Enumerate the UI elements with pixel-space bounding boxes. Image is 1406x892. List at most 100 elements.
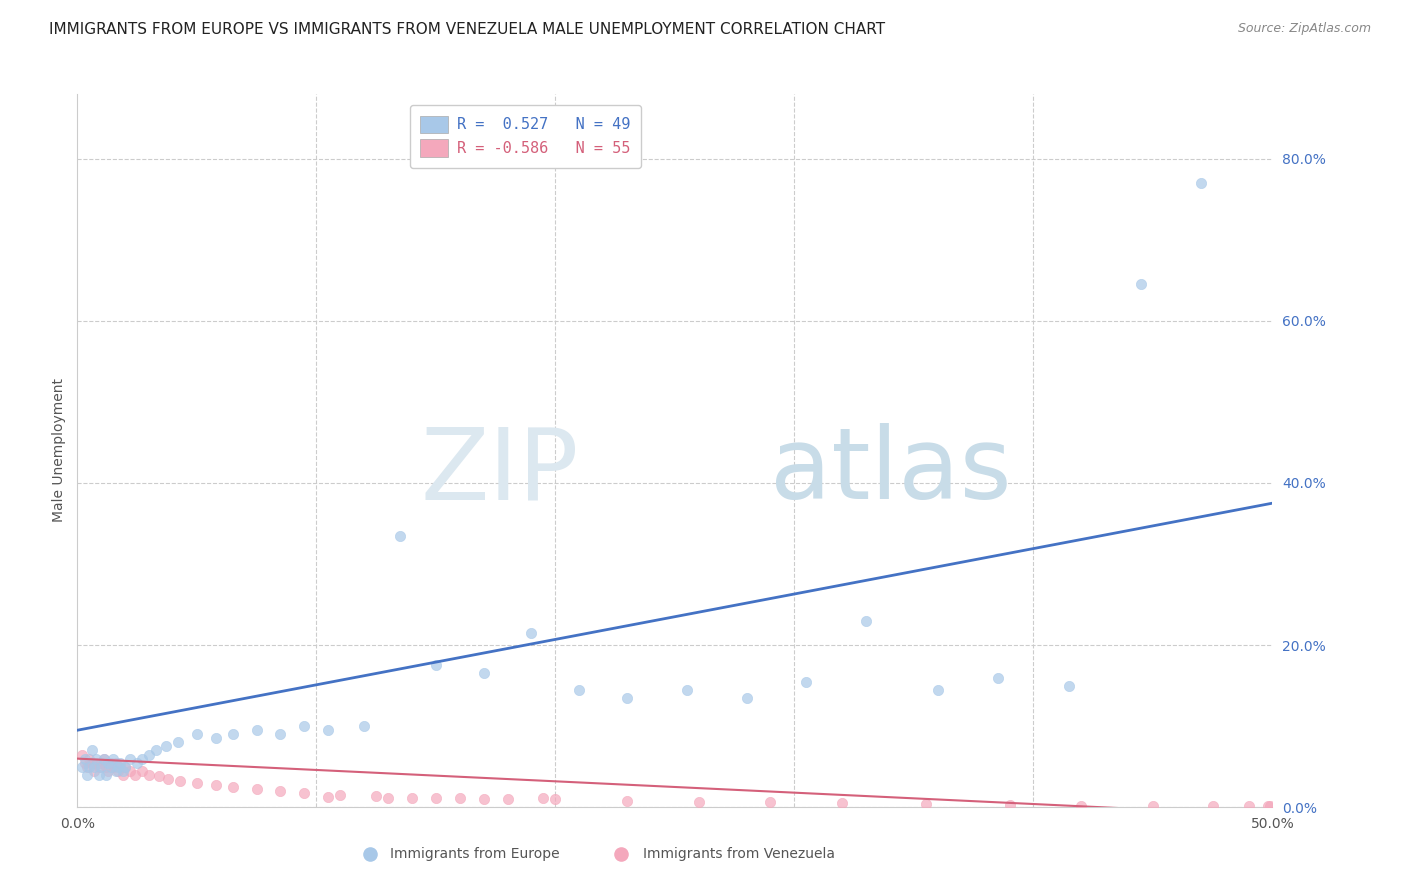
Text: ZIP: ZIP: [420, 424, 579, 520]
Point: [292, 719, 315, 733]
Point: [1257, 799, 1279, 814]
Point: [76, 768, 98, 782]
Text: Immigrants from Europe: Immigrants from Europe: [391, 847, 560, 861]
Point: [377, 790, 399, 805]
Point: [90, 756, 112, 770]
Point: [127, 756, 149, 770]
Point: [496, 792, 519, 806]
Point: [425, 658, 447, 673]
Point: [93, 751, 115, 765]
Point: [759, 796, 782, 810]
Point: [90, 760, 112, 774]
Point: [205, 778, 228, 792]
Text: IMMIGRANTS FROM EUROPE VS IMMIGRANTS FROM VENEZUELA MALE UNEMPLOYMENT CORRELATIO: IMMIGRANTS FROM EUROPE VS IMMIGRANTS FRO…: [49, 22, 886, 37]
Point: [1201, 799, 1223, 814]
Point: [70, 760, 93, 774]
Point: [652, 853, 675, 867]
Point: [118, 764, 141, 778]
Point: [366, 789, 388, 803]
Point: [186, 727, 208, 741]
Point: [103, 751, 124, 765]
Point: [83, 760, 105, 774]
Point: [87, 768, 110, 782]
Point: [111, 764, 134, 778]
Point: [796, 674, 818, 689]
Point: [93, 751, 115, 765]
Point: [246, 782, 269, 797]
Point: [568, 682, 591, 697]
Point: [998, 797, 1021, 812]
Point: [292, 786, 315, 800]
Point: [1237, 799, 1260, 814]
Point: [79, 751, 101, 765]
Point: [79, 760, 101, 774]
Point: [1130, 277, 1153, 292]
Point: [472, 792, 495, 806]
Point: [104, 756, 127, 770]
Point: [103, 760, 124, 774]
Point: [987, 671, 1010, 685]
Point: [73, 751, 96, 765]
Point: [270, 727, 292, 741]
Point: [148, 769, 170, 783]
Point: [616, 794, 638, 808]
Point: [118, 751, 141, 765]
Point: [86, 751, 108, 765]
Text: Immigrants from Venezuela: Immigrants from Venezuela: [643, 847, 835, 861]
Point: [169, 774, 191, 789]
Point: [915, 797, 938, 811]
Point: [616, 690, 638, 705]
Point: [110, 756, 132, 770]
Point: [110, 760, 132, 774]
Point: [205, 731, 228, 746]
Point: [1142, 798, 1164, 813]
Point: [735, 690, 758, 705]
Point: [425, 791, 447, 805]
Point: [157, 772, 180, 786]
Point: [246, 723, 269, 738]
Point: [855, 614, 877, 628]
Text: Source: ZipAtlas.com: Source: ZipAtlas.com: [1237, 22, 1371, 36]
Point: [70, 747, 93, 762]
Point: [107, 760, 129, 774]
Point: [94, 768, 117, 782]
Point: [520, 626, 543, 640]
Point: [97, 764, 120, 778]
Point: [166, 735, 188, 749]
Point: [270, 784, 292, 798]
Point: [138, 768, 160, 782]
Point: [533, 791, 555, 805]
Point: [318, 723, 340, 738]
Point: [1258, 799, 1281, 814]
Point: [831, 796, 853, 810]
Point: [1059, 679, 1081, 693]
Point: [80, 756, 103, 770]
Point: [472, 666, 495, 681]
Point: [114, 760, 136, 774]
Point: [107, 764, 129, 778]
Point: [131, 751, 153, 765]
Point: [222, 727, 245, 741]
Point: [353, 719, 375, 733]
Point: [87, 760, 110, 774]
Point: [318, 789, 340, 804]
Point: [100, 756, 122, 770]
Text: atlas: atlas: [770, 424, 1012, 520]
Point: [186, 776, 208, 790]
Point: [100, 760, 122, 774]
Point: [124, 768, 146, 782]
Point: [80, 743, 103, 757]
Point: [449, 790, 471, 805]
Point: [155, 739, 177, 754]
Point: [138, 747, 160, 762]
Point: [388, 528, 412, 542]
Point: [688, 795, 710, 809]
Point: [927, 682, 949, 697]
Point: [97, 756, 120, 770]
Point: [111, 768, 134, 782]
Point: [94, 760, 117, 774]
Point: [76, 760, 98, 774]
Point: [222, 780, 245, 794]
Point: [329, 788, 352, 802]
Point: [83, 764, 105, 778]
